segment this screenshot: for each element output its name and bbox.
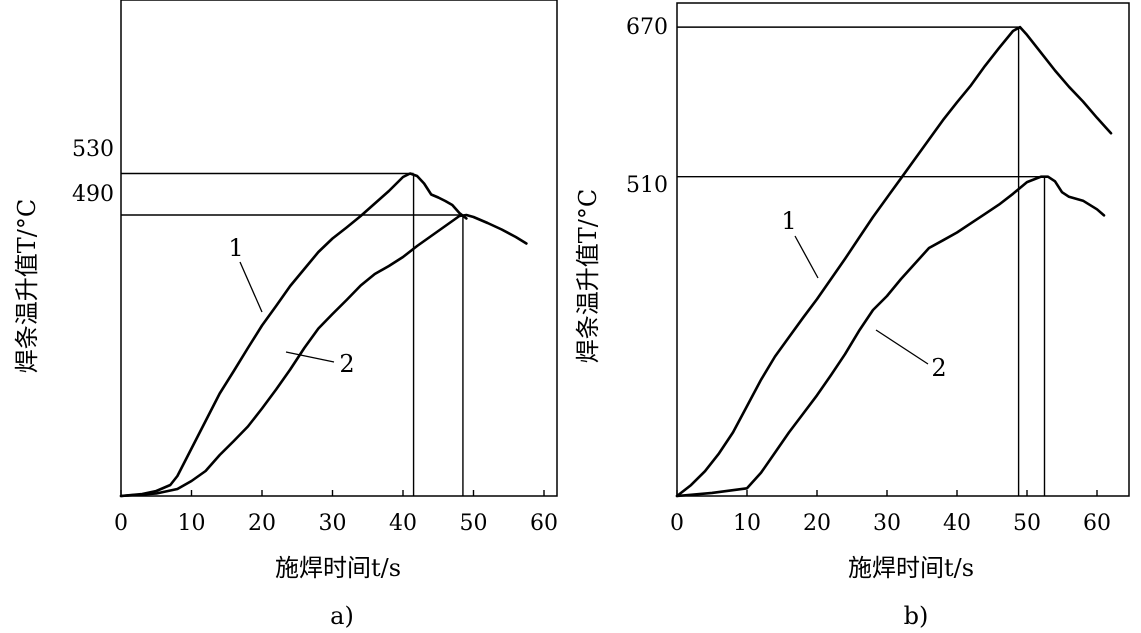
x-tick-label: 60	[1083, 511, 1111, 536]
panel-b-frame	[676, 2, 1130, 497]
panel-b-series-1-label: 1	[781, 207, 796, 235]
panel-b-x-ticks: 0 10 20 30 40 50 60	[670, 490, 1111, 536]
x-tick-label: 30	[873, 511, 901, 536]
x-tick-label: 0	[114, 511, 128, 536]
panel-b-curves	[675, 25, 1113, 498]
x-tick-label: 60	[530, 511, 558, 536]
panel-a-series-1-leader	[239, 261, 263, 313]
panel-a-y-mark-upper: 530	[72, 137, 114, 162]
panel-b-peak-guides	[677, 26, 1046, 496]
panel-b-x-axis-label: 施焊时间t/s	[848, 554, 974, 582]
series-1-line	[675, 25, 1113, 498]
panel-a-series-1-label: 1	[228, 234, 243, 262]
x-tick-label: 50	[1013, 511, 1041, 536]
panel-a-peak-guides	[121, 172, 464, 496]
x-tick-label: 40	[943, 511, 971, 536]
panel-b: 0 10 20 30 40 50 60 670 510 焊条温升值T/°C 施焊时间t/s …	[574, 2, 1130, 630]
panel-b-y-axis-label: 焊条温升值T/°C	[574, 189, 602, 363]
x-tick-label: 30	[319, 511, 347, 536]
panel-a-series-2-label: 2	[339, 350, 354, 378]
x-tick-label: 50	[460, 511, 488, 536]
panel-a-y-mark-lower: 490	[72, 182, 114, 207]
panel-a: 0 10 20 30 40 50 60 530 490 焊条温升值T/°C 施焊时间t/s …	[13, 0, 558, 630]
panel-b-series-2-label: 2	[931, 354, 946, 382]
series-2-line	[119, 213, 528, 498]
x-tick-label: 10	[178, 511, 206, 536]
series-1-line	[119, 172, 468, 498]
x-tick-label: 20	[803, 511, 831, 536]
x-tick-label: 40	[389, 511, 417, 536]
panel-a-series-2-leader	[285, 351, 335, 363]
panel-a-caption: a)	[330, 602, 354, 630]
series-2-line	[675, 175, 1106, 498]
panel-a-x-axis-label: 施焊时间t/s	[275, 554, 401, 582]
panel-a-x-ticks: 0 10 20 30 40 50 60	[114, 490, 558, 536]
x-tick-label: 20	[248, 511, 276, 536]
x-tick-label: 10	[733, 511, 761, 536]
panel-b-y-mark-upper: 670	[626, 15, 668, 40]
panel-b-caption: b)	[904, 602, 929, 630]
panel-a-curves	[119, 172, 528, 498]
x-tick-label: 0	[670, 511, 684, 536]
panel-a-frame	[120, 0, 558, 497]
panel-b-series-2-leader	[875, 329, 929, 365]
panel-b-series-1-leader	[794, 235, 819, 279]
panel-b-y-mark-lower: 510	[626, 173, 668, 198]
panel-a-y-axis-label: 焊条温升值T/°C	[13, 199, 41, 373]
